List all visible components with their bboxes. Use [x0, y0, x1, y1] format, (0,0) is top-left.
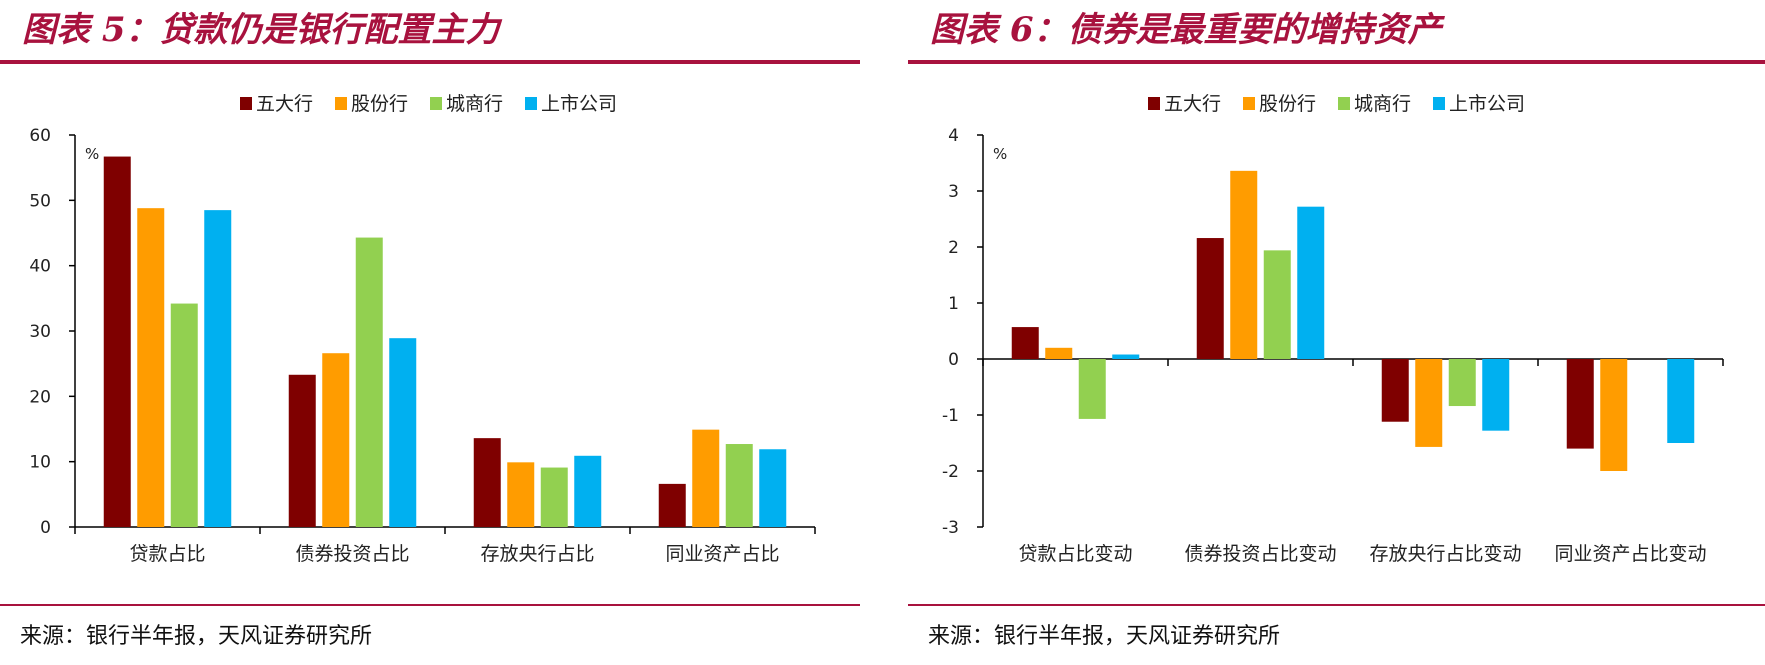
bar-上市公司	[204, 210, 232, 527]
bar-股份行	[1230, 170, 1258, 359]
y-tick-label: 0	[948, 350, 959, 370]
y-tick-label: 1	[948, 294, 959, 314]
legend-swatch	[1338, 97, 1350, 110]
bar-城商行	[170, 303, 198, 527]
legend-label: 城商行	[1354, 93, 1411, 115]
bar-城商行	[725, 444, 753, 527]
y-tick-label: 20	[29, 387, 51, 407]
legend-label: 五大行	[1164, 93, 1221, 115]
bar-股份行	[507, 462, 535, 527]
right-bar-chart: -3 -2 -1 0 1 2 3 4% 贷款占比变动 债券投资占比变动 存放央行占比变动 同业资产占比…	[942, 93, 1724, 565]
legend-label: 五大行	[256, 93, 313, 115]
y-tick-label: -3	[942, 518, 959, 538]
x-category-label: 存放央行占比变动	[1369, 543, 1521, 565]
bar-上市公司	[389, 338, 417, 527]
x-category-label: 债券投资占比	[295, 543, 409, 565]
legend-label: 上市公司	[1449, 93, 1525, 115]
x-category-label: 债券投资占比变动	[1184, 543, 1336, 565]
bar-上市公司	[1112, 354, 1140, 359]
bar-五大行	[1566, 359, 1594, 449]
bar-城商行	[1078, 359, 1106, 419]
right-source-note: 来源：银行半年报，天风证券研究所	[928, 624, 1281, 649]
bar-五大行	[103, 156, 131, 527]
legend-swatch	[1148, 97, 1160, 110]
legend-swatch	[1433, 97, 1445, 110]
right-chart-panel: 图表 6：债券是最重要的增持资产 -3 -2 -1 0 1 2 3 4% 贷款占比变动 债券投资占…	[908, 0, 1765, 665]
x-category-label: 同业资产占比	[665, 543, 779, 565]
y-tick-label: 3	[948, 182, 959, 202]
y-tick-label: 10	[29, 453, 51, 473]
bar-股份行	[137, 208, 165, 527]
y-tick-label: 4	[948, 126, 959, 146]
right-title-rule	[908, 60, 1765, 64]
y-unit-label: %	[85, 145, 99, 163]
bar-股份行	[1045, 347, 1073, 359]
legend-label: 上市公司	[541, 93, 617, 115]
x-category-label: 贷款占比变动	[1018, 543, 1132, 565]
left-source-note: 来源：银行半年报，天风证券研究所	[20, 624, 373, 649]
bar-上市公司	[574, 455, 602, 527]
left-chart-title: 图表 5：贷款仍是银行配置主力	[22, 10, 500, 50]
bar-股份行	[1415, 359, 1443, 447]
legend-label: 股份行	[351, 93, 408, 115]
y-tick-label: -1	[942, 406, 959, 426]
y-tick-label: 2	[948, 238, 959, 258]
bar-股份行	[1600, 359, 1628, 471]
y-tick-label: -2	[942, 462, 959, 482]
legend-swatch	[1243, 97, 1255, 110]
right-chart-title: 图表 6：债券是最重要的增持资产	[930, 10, 1442, 50]
left-chart-panel: 图表 5：贷款仍是银行配置主力 0 10 20 30 40 50 60% 贷款占比 债券投资占比…	[0, 0, 860, 665]
bar-股份行	[322, 353, 350, 527]
x-category-label: 贷款占比	[129, 543, 205, 565]
bar-五大行	[1381, 359, 1409, 422]
left-title-rule	[0, 60, 860, 64]
bar-上市公司	[1482, 359, 1510, 431]
bar-上市公司	[759, 449, 787, 527]
y-tick-label: 50	[29, 191, 51, 211]
bar-五大行	[658, 483, 686, 527]
x-category-label: 同业资产占比变动	[1554, 543, 1706, 565]
left-source-rule	[0, 604, 860, 606]
bar-城商行	[355, 237, 383, 527]
y-tick-label: 60	[29, 126, 51, 146]
legend-label: 城商行	[446, 93, 503, 115]
legend-swatch	[240, 97, 252, 110]
bar-五大行	[288, 374, 316, 527]
bar-五大行	[473, 438, 501, 527]
left-bar-chart: 0 10 20 30 40 50 60% 贷款占比 债券投资占比 存放央行占比 同业资产占比 五大行 股…	[29, 93, 816, 565]
y-tick-label: 40	[29, 257, 51, 277]
y-tick-label: 30	[29, 322, 51, 342]
y-tick-label: 0	[40, 518, 51, 538]
legend-swatch	[525, 97, 537, 110]
legend-swatch	[430, 97, 442, 110]
bar-股份行	[692, 429, 720, 527]
bar-五大行	[1011, 327, 1039, 359]
y-unit-label: %	[993, 145, 1007, 163]
legend-label: 股份行	[1259, 93, 1316, 115]
right-source-rule	[908, 604, 1765, 606]
bar-城商行	[1263, 250, 1291, 359]
bar-五大行	[1196, 238, 1224, 359]
bar-城商行	[1448, 359, 1476, 407]
bar-上市公司	[1297, 206, 1325, 359]
x-category-label: 存放央行占比	[480, 543, 594, 565]
legend-swatch	[335, 97, 347, 110]
bar-上市公司	[1667, 359, 1695, 443]
bar-城商行	[540, 467, 568, 527]
